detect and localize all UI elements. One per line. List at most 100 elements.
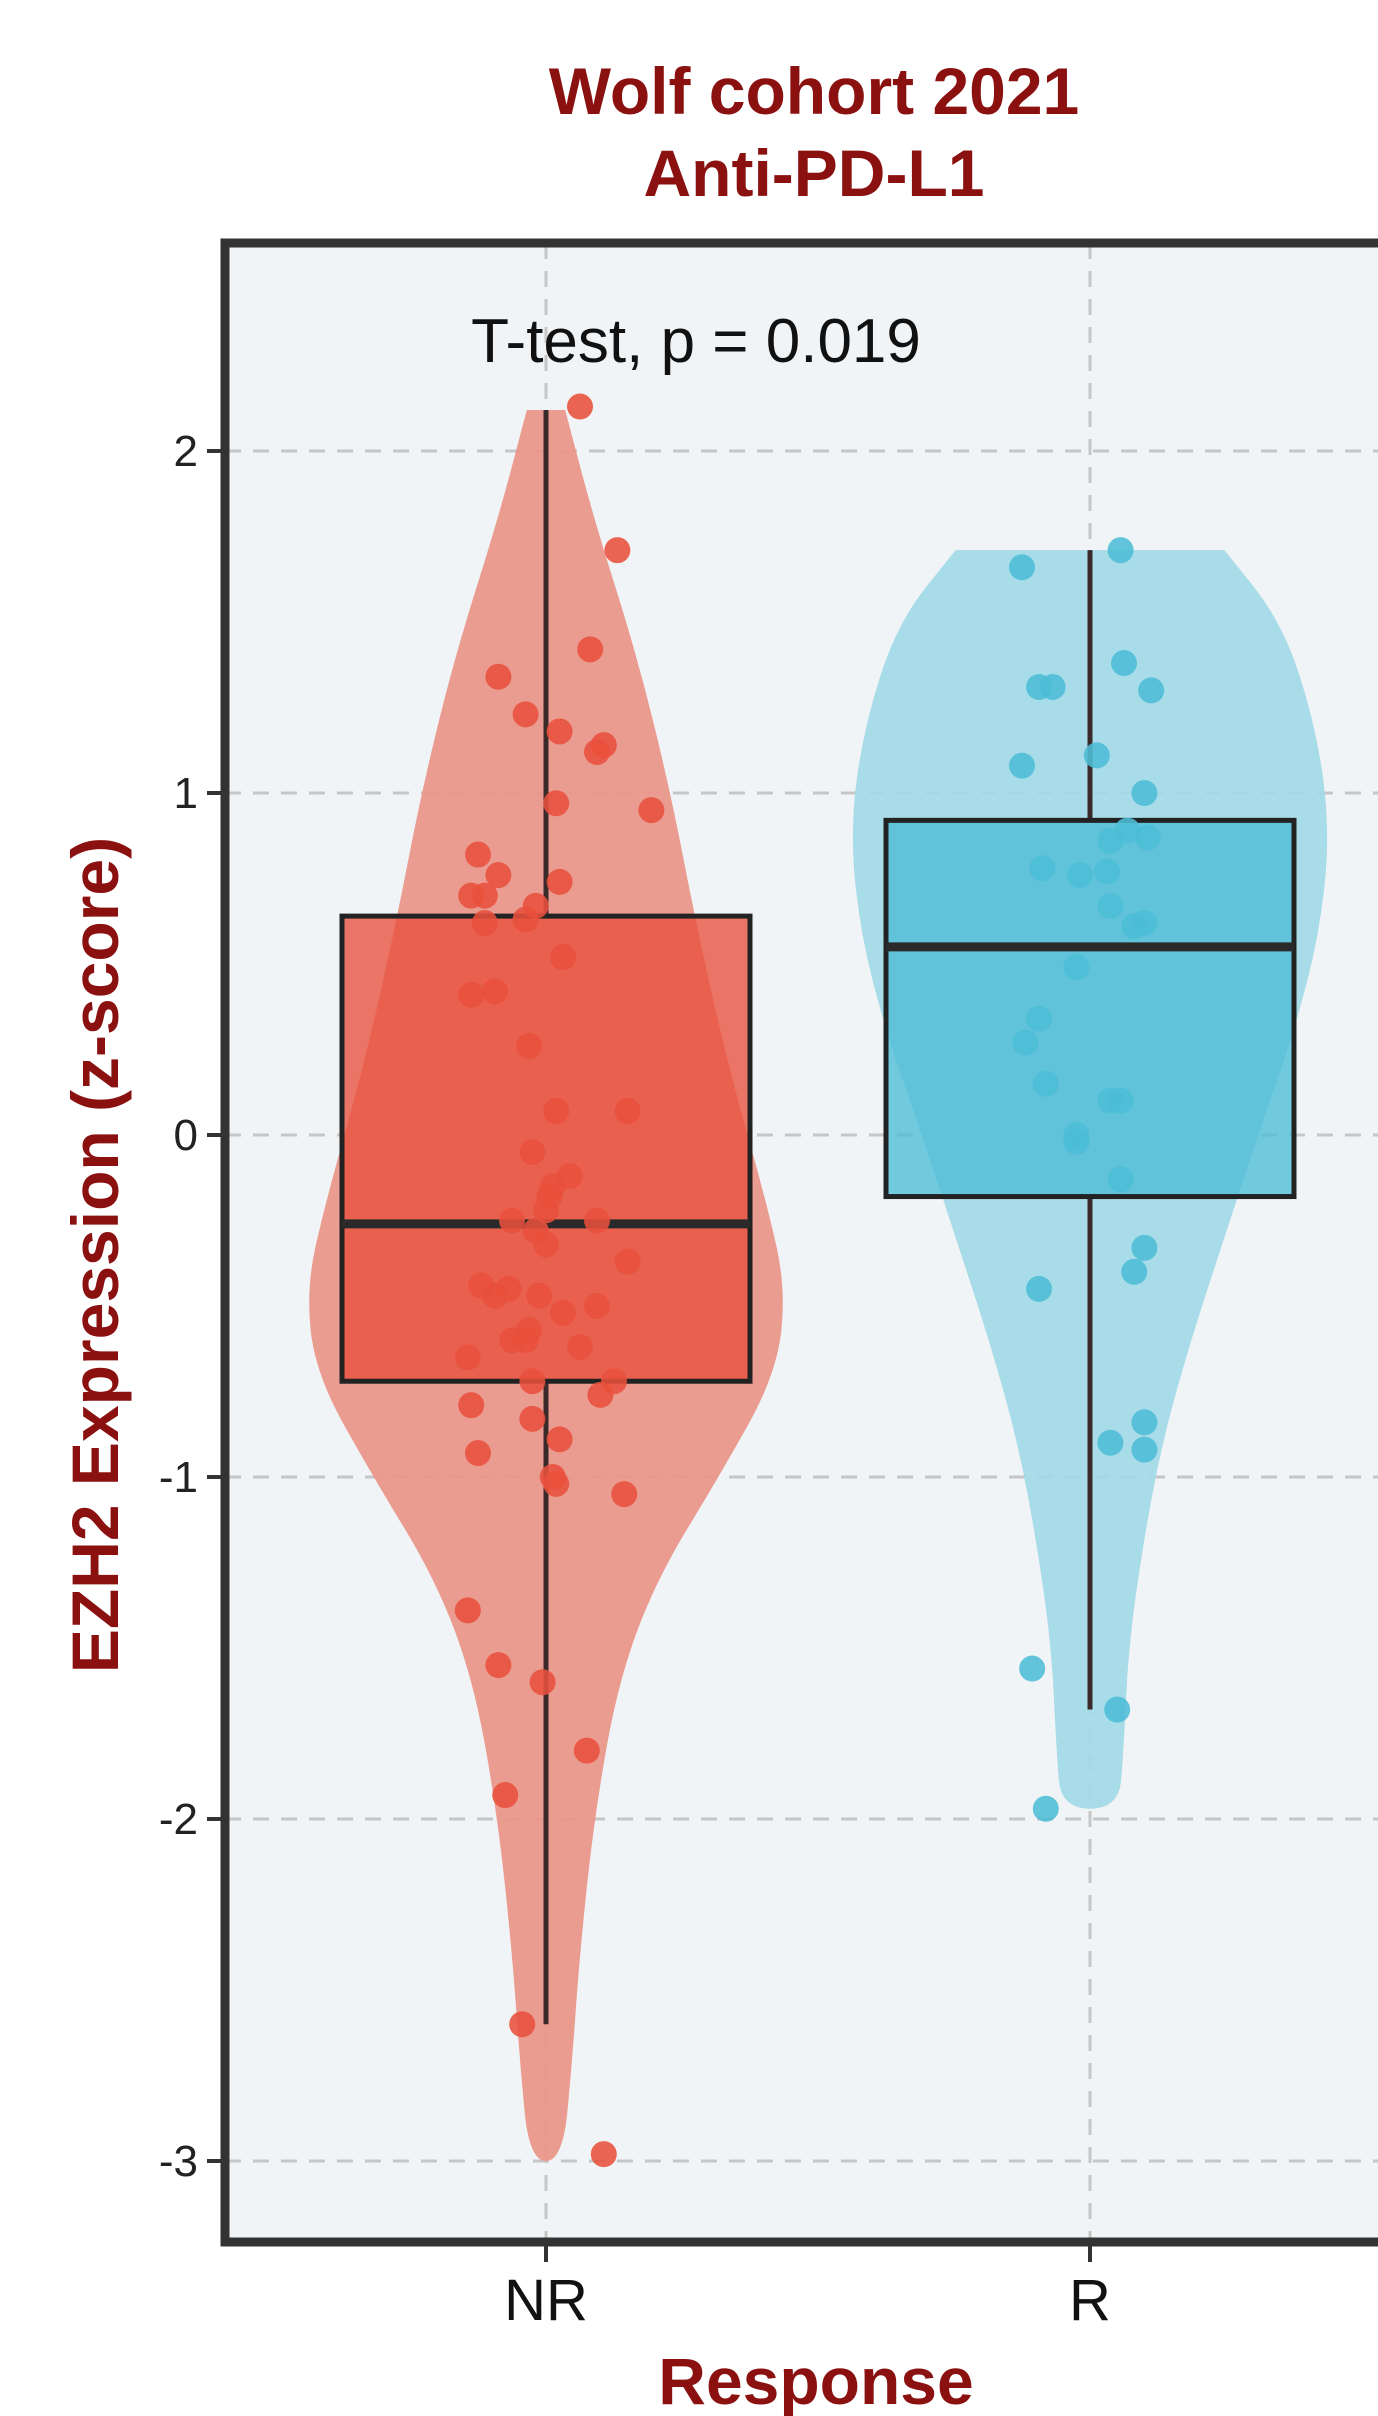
data-point-R [1107,537,1134,564]
x-tick-label: R [1069,2268,1111,2333]
data-point-NR [458,981,485,1008]
y-tick-label: -3 [159,2137,198,2186]
data-point-NR [638,797,665,824]
data-point-NR [485,1652,512,1679]
data-point-NR [584,1207,610,1234]
data-point-NR [543,790,570,817]
data-point-R [1131,1436,1158,1463]
data-point-R [1009,752,1035,779]
data-point-R [1019,1655,1046,1682]
data-point-NR [573,1737,600,1764]
data-point-NR [550,944,576,971]
plot-border [220,238,1378,2247]
y-tick-label: 1 [174,769,198,818]
data-point-NR [519,1405,546,1432]
data-point-NR [458,1392,485,1419]
x-tick-label: NR [504,2268,588,2333]
data-point-NR [499,1207,525,1234]
data-point-R [1063,1128,1090,1155]
data-point-R [1107,1087,1134,1114]
chart-subtitle: Anti-PD-L1 [644,136,985,210]
data-point-R [1131,780,1158,806]
data-point-R [1131,1409,1158,1436]
y-axis: -3 -2 -1 0 1 2 [159,427,225,2186]
data-point-R [1029,855,1056,882]
data-point-NR [465,1440,491,1467]
data-point-R [1083,742,1110,769]
data-point-NR [533,1197,559,1224]
data-point-R [1012,1029,1039,1056]
data-point-R [1121,1258,1148,1285]
data-point-NR [567,1334,593,1361]
data-point-NR [482,978,508,1005]
data-point-NR [577,636,604,663]
data-point-NR [590,2141,617,2168]
data-point-NR [533,1231,559,1258]
data-point-NR [454,1344,481,1371]
data-point-NR [471,909,498,936]
data-point-R [1026,1275,1052,1302]
data-point-NR [546,1426,573,1453]
data-point-R [1111,650,1137,677]
data-point-NR [587,1381,614,1408]
data-point-R [1134,824,1161,851]
data-point-NR [529,1669,556,1696]
data-point-R [1063,954,1090,981]
data-point-R [1097,892,1124,919]
data-point-NR [614,1098,641,1125]
data-point-R [1138,677,1165,704]
data-point-R [1131,909,1158,936]
chart-title: Wolf cohort 2021 [549,54,1080,128]
data-point-NR [584,1293,610,1319]
point-layer [454,393,1165,2168]
y-tick-label: 2 [174,427,198,476]
data-point-NR [584,738,610,765]
data-point-R [1032,1070,1059,1097]
data-point-R [1114,817,1141,844]
data-point-R [1026,1005,1052,1032]
data-point-R [1104,1696,1131,1723]
data-point-NR [454,1597,481,1624]
data-point-R [1094,858,1120,885]
y-tick-label: -1 [159,1453,198,1502]
data-point-NR [516,1033,542,1060]
data-point-NR [546,718,573,745]
data-point-NR [567,393,593,420]
y-axis-label: EZH2 Expression (z-score) [58,837,132,1673]
data-point-NR [604,537,631,564]
data-point-NR [512,906,539,933]
data-point-R [1009,554,1035,581]
data-point-NR [543,1098,570,1125]
data-point-NR [550,1299,576,1326]
data-point-R [1032,1795,1059,1822]
data-point-NR [519,1139,546,1166]
data-point-NR [611,1481,638,1508]
data-point-R [1066,862,1093,889]
data-point-NR [465,841,491,868]
data-point-NR [543,1470,570,1497]
data-point-R [1039,673,1066,700]
data-point-NR [485,663,512,690]
data-point-NR [485,862,512,889]
data-point-NR [471,882,498,909]
data-point-NR [512,701,539,728]
data-point-R [1107,1166,1134,1193]
x-axis-label: Response [658,2344,973,2416]
data-point-NR [509,2011,536,2038]
x-axis: NR R [504,2242,1111,2333]
data-point-NR [482,1282,508,1309]
y-tick-label: -2 [159,1795,198,1844]
t-test-annotation: T-test, p = 0.019 [471,307,921,376]
y-tick-label: 0 [174,1111,198,1160]
box-NR [339,913,753,1384]
data-point-R [1097,1429,1124,1456]
data-point-NR [519,1368,546,1395]
data-point-NR [546,868,573,895]
data-point-NR [614,1248,641,1275]
data-point-R [1131,1234,1158,1261]
data-point-NR [492,1782,519,1809]
data-point-NR [499,1327,525,1354]
data-point-NR [526,1282,553,1309]
